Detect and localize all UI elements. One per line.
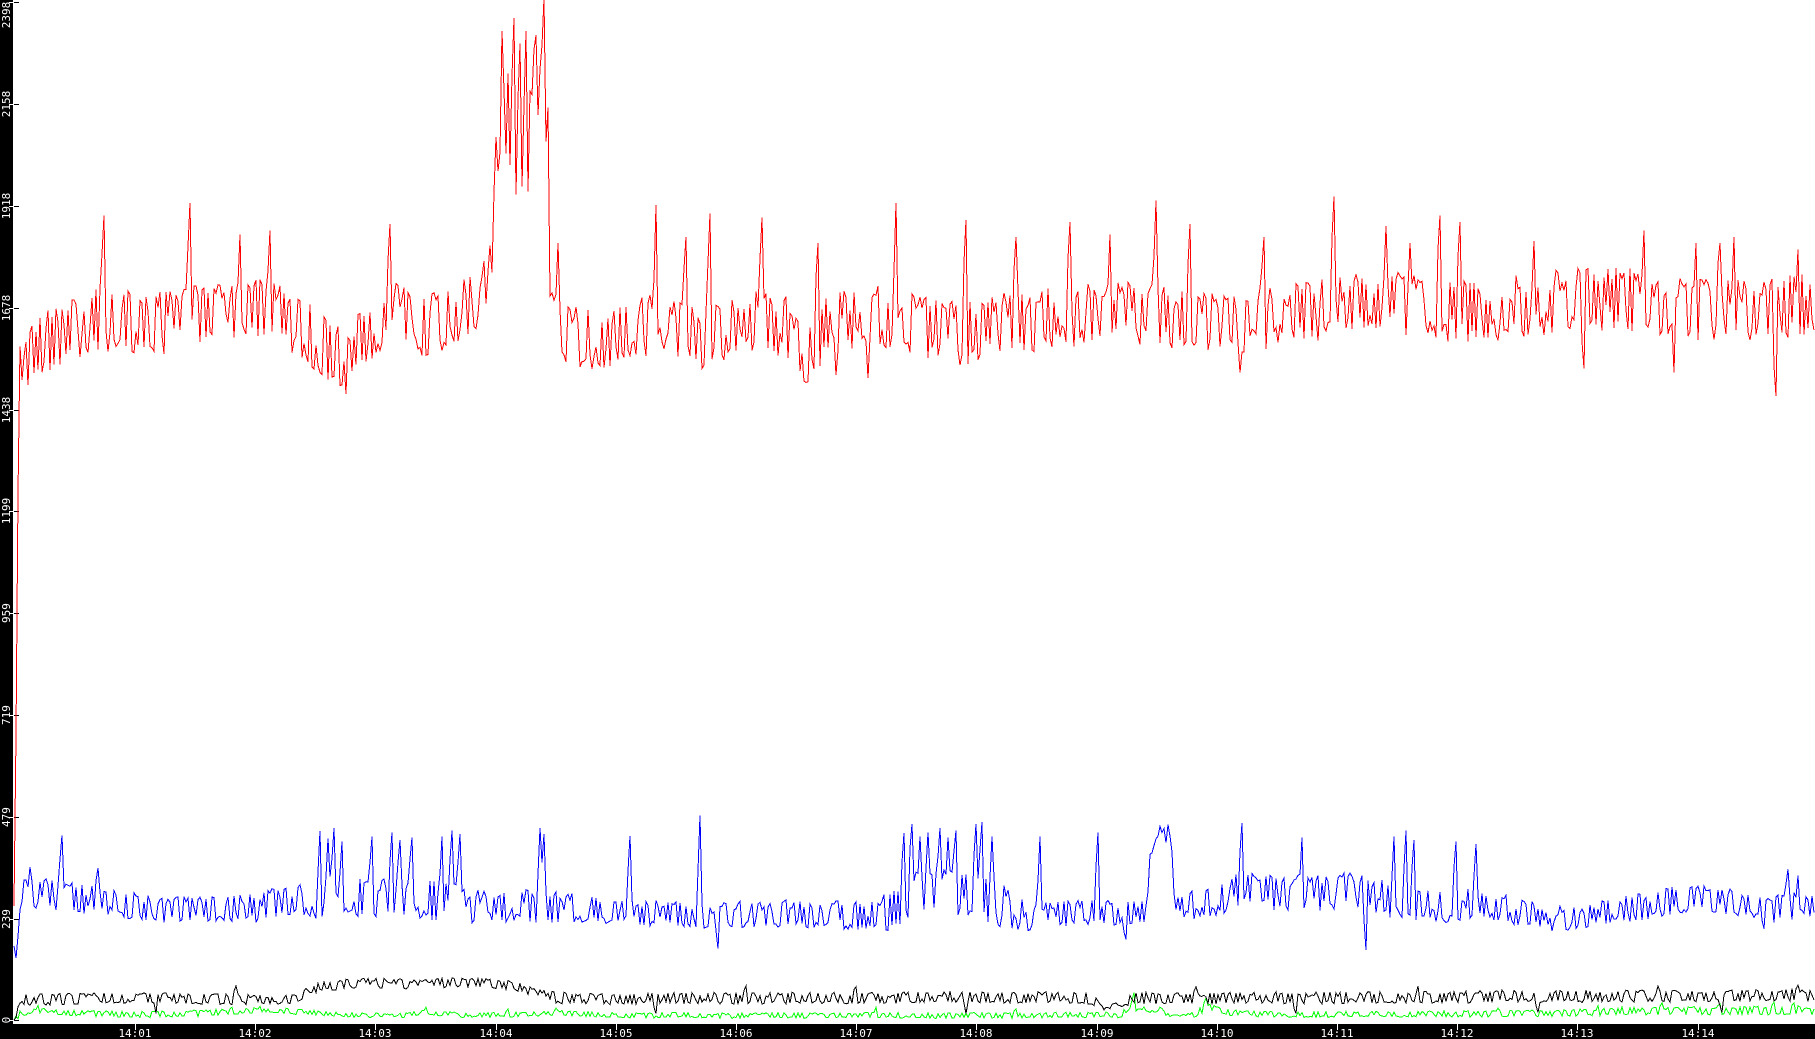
x-axis-label: 14:01: [118, 1027, 151, 1039]
x-axis-tick: [496, 1024, 497, 1030]
y-axis-tick-mark: [14, 104, 19, 105]
x-axis-tick: [976, 1024, 977, 1030]
y-axis-label: 1918: [0, 193, 13, 220]
y-axis-tick-mark: [14, 308, 19, 309]
x-axis-label: 14:02: [238, 1027, 271, 1039]
x-axis-tick: [255, 1024, 256, 1030]
y-axis-tick-mark: [14, 1020, 19, 1021]
y-axis-tick: [9, 919, 13, 920]
x-axis-label: 14:13: [1560, 1027, 1593, 1039]
x-axis-tick: [736, 1024, 737, 1030]
x-axis-tick: [1457, 1024, 1458, 1030]
y-axis-tick: [9, 1020, 13, 1021]
x-axis-label: 14:10: [1200, 1027, 1233, 1039]
y-axis-tick: [9, 104, 13, 105]
x-axis-tick: [1097, 1024, 1098, 1030]
y-axis-tick: [9, 2, 13, 3]
y-axis-tick-mark: [14, 410, 19, 411]
x-axis-tick: [1698, 1024, 1699, 1030]
x-axis-ticks: [135, 1024, 1699, 1030]
y-axis-label: 0: [0, 1017, 13, 1024]
series-blue-line: [13, 815, 1815, 959]
y-axis-tick: [9, 410, 13, 411]
y-axis-tick-mark: [14, 206, 19, 207]
x-axis-label: 14:04: [479, 1027, 512, 1039]
y-axis-tick-mark: [14, 919, 19, 920]
x-axis-label: 14:03: [358, 1027, 391, 1039]
y-axis-tick: [9, 817, 13, 818]
x-axis-label: 14:09: [1080, 1027, 1113, 1039]
x-axis-label: 14:06: [719, 1027, 752, 1039]
x-axis-tick: [1217, 1024, 1218, 1030]
y-axis-labels: 0 239 479 719 959 1199 1438 1678 1918 2158 2398: [0, 2, 13, 1024]
x-axis-label: 14:11: [1320, 1027, 1353, 1039]
y-axis-label: 1678: [0, 295, 13, 322]
x-axis-label: 14:14: [1681, 1027, 1714, 1039]
y-axis-tick: [9, 308, 13, 309]
y-axis-tick: [9, 715, 13, 716]
x-axis-label: 14:12: [1440, 1027, 1473, 1039]
y-axis-label: 1199: [0, 498, 13, 525]
y-axis-tick: [9, 206, 13, 207]
y-axis-tick-mark: [14, 511, 19, 512]
x-axis-label: 14:07: [839, 1027, 872, 1039]
y-axis-label: 479: [0, 807, 13, 827]
x-axis-label: 14:08: [959, 1027, 992, 1039]
y-axis-tick: [9, 613, 13, 614]
y-axis-label: 719: [0, 705, 13, 725]
series-lines: [13, 0, 1815, 1021]
x-axis-tick: [135, 1024, 136, 1030]
series-green-line: [13, 992, 1815, 1021]
x-axis-label: 14:05: [599, 1027, 632, 1039]
y-axis-tick: [9, 511, 13, 512]
y-axis-tick-mark: [14, 613, 19, 614]
series-red-line: [13, 0, 1815, 906]
y-axis-label: 959: [0, 603, 13, 623]
y-axis-label: 1438: [0, 397, 13, 424]
y-axis-label: 2158: [0, 91, 13, 118]
series-black-line: [13, 976, 1815, 1021]
x-axis-labels: 14:01 14:02 14:03 14:04 14:05 14:06 14:07 14:08…: [118, 1027, 1714, 1039]
x-axis-tick: [856, 1024, 857, 1030]
y-axis-tick-mark: [14, 817, 19, 818]
x-axis-tick: [1577, 1024, 1578, 1030]
y-axis-strip: [0, 0, 13, 1039]
x-axis-strip: [0, 1024, 1815, 1039]
x-axis-tick: [375, 1024, 376, 1030]
y-axis-tick-mark: [14, 2, 19, 3]
x-axis-tick: [616, 1024, 617, 1030]
y-axis-label: 239: [0, 909, 13, 929]
y-axis-label: 2398: [0, 2, 13, 29]
x-axis-tick: [1337, 1024, 1338, 1030]
